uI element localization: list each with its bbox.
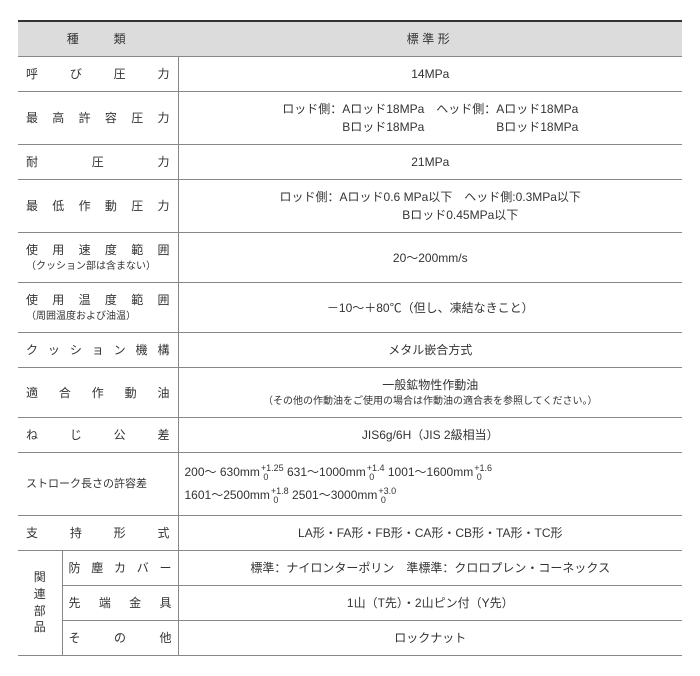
row-value: ロッド側：Aロッド18MPa ヘッド側：Aロッド18MPa Bロッド18MPa … — [178, 92, 682, 145]
related-value: 1山（T先）・2山ピン付（Y先） — [178, 585, 682, 620]
row-value: 20～200mm/s — [178, 233, 682, 283]
row-label: 耐 圧 力 — [18, 145, 178, 180]
row-value: －10～＋80℃（但し、凍結なきこと） — [178, 283, 682, 333]
spec-table: 種 類 標準形 呼 び 圧 力14MPa最 高 許 容 圧 力ロッド側：Aロッド… — [18, 20, 682, 656]
related-group-label: 関 連部 品 — [18, 550, 62, 655]
row-label: 支 持 形 式 — [18, 515, 178, 550]
related-value: ロックナット — [178, 620, 682, 655]
row-label: ね じ 公 差 — [18, 418, 178, 453]
row-value: 21MPa — [178, 145, 682, 180]
row-label: ク ッ シ ョ ン 機 構 — [18, 333, 178, 368]
row-label: 最 低 作 動 圧 力 — [18, 180, 178, 233]
stroke-value: 200～ 630mm+1.25 0 631～1000mm+1.4 0 1001～… — [178, 453, 682, 516]
row-value: ロッド側：Aロッド0.6 MPa以下 ヘッド側:0.3MPa以下 Bロッド0.4… — [178, 180, 682, 233]
related-sub-label: そ の 他 — [62, 620, 178, 655]
row-value: 14MPa — [178, 57, 682, 92]
row-value: メタル嵌合方式 — [178, 333, 682, 368]
related-sub-label: 防塵カバー — [62, 550, 178, 585]
header-value: 標準形 — [178, 21, 682, 57]
row-value: LA形・FA形・FB形・CA形・CB形・TA形・TC形 — [178, 515, 682, 550]
row-label: 適 合 作 動 油 — [18, 368, 178, 418]
header-type: 種 類 — [18, 21, 178, 57]
row-value: JIS6g/6H（JIS 2級相当） — [178, 418, 682, 453]
row-label: 最 高 許 容 圧 力 — [18, 92, 178, 145]
stroke-label: ストローク長さの許容差 — [18, 453, 178, 516]
row-label: 使 用 温 度 範 囲（周囲温度および油温） — [18, 283, 178, 333]
row-label: 呼 び 圧 力 — [18, 57, 178, 92]
related-sub-label: 先 端 金 具 — [62, 585, 178, 620]
row-value: 一般鉱物性作動油（その他の作動油をご使用の場合は作動油の適合表を参照してください… — [178, 368, 682, 418]
row-label: 使 用 速 度 範 囲（クッション部は含まない） — [18, 233, 178, 283]
related-value: 標準：ナイロンターポリン 準標準：クロロプレン・コーネックス — [178, 550, 682, 585]
